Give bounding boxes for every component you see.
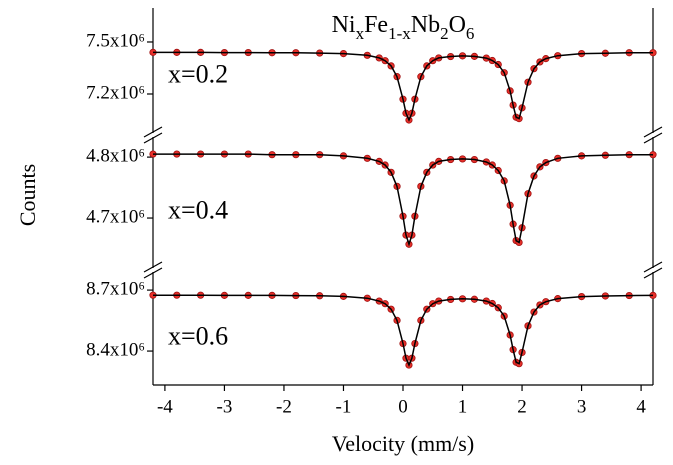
x-tick-label: 4	[636, 396, 646, 417]
axis-break	[643, 261, 663, 273]
fit-line	[153, 294, 654, 368]
y-tick-label: 7.2x10⁶	[86, 82, 145, 103]
title-subscript: 2	[440, 24, 449, 43]
title-subscript: x	[356, 24, 365, 43]
axis-break	[643, 126, 663, 138]
x-tick-label: -3	[217, 396, 233, 417]
title-text: Fe	[364, 12, 388, 38]
axis-break	[643, 267, 663, 279]
x-tick-label: -1	[336, 396, 352, 417]
axis-break	[643, 132, 663, 144]
x-tick-label: -4	[157, 396, 173, 417]
y-tick-label: 4.8x10⁶	[86, 145, 145, 166]
title-text: O	[449, 12, 466, 38]
x-tick-label: 1	[458, 396, 468, 417]
y-tick-label: 8.7x10⁶	[86, 278, 145, 299]
axis-break	[143, 132, 163, 144]
title-text: Nb	[411, 12, 440, 38]
panel-label: x=0.6	[168, 321, 228, 350]
axis-break	[143, 261, 163, 273]
title-subscript: 6	[466, 24, 475, 43]
x-tick-label: 3	[577, 396, 587, 417]
x-tick-label: -2	[276, 396, 292, 417]
fit-line	[153, 51, 653, 122]
y-axis-label: Counts	[15, 164, 40, 226]
fit-line	[153, 153, 653, 247]
x-tick-label: 0	[398, 396, 408, 417]
y-tick-label: 7.5x10⁶	[86, 30, 145, 51]
axis-break	[143, 126, 163, 138]
chart-title: NixFe1-xNb2O6	[332, 12, 475, 44]
title-text: Ni	[332, 12, 356, 38]
title-subscript: 1-x	[388, 24, 411, 43]
y-tick-label: 4.7x10⁶	[86, 206, 145, 227]
panel-label: x=0.2	[168, 59, 228, 88]
axis-break	[143, 267, 163, 279]
panel-label: x=0.4	[168, 195, 228, 224]
y-tick-label: 8.4x10⁶	[86, 339, 145, 360]
x-axis-label: Velocity (mm/s)	[332, 431, 474, 456]
x-tick-label: 2	[517, 396, 527, 417]
